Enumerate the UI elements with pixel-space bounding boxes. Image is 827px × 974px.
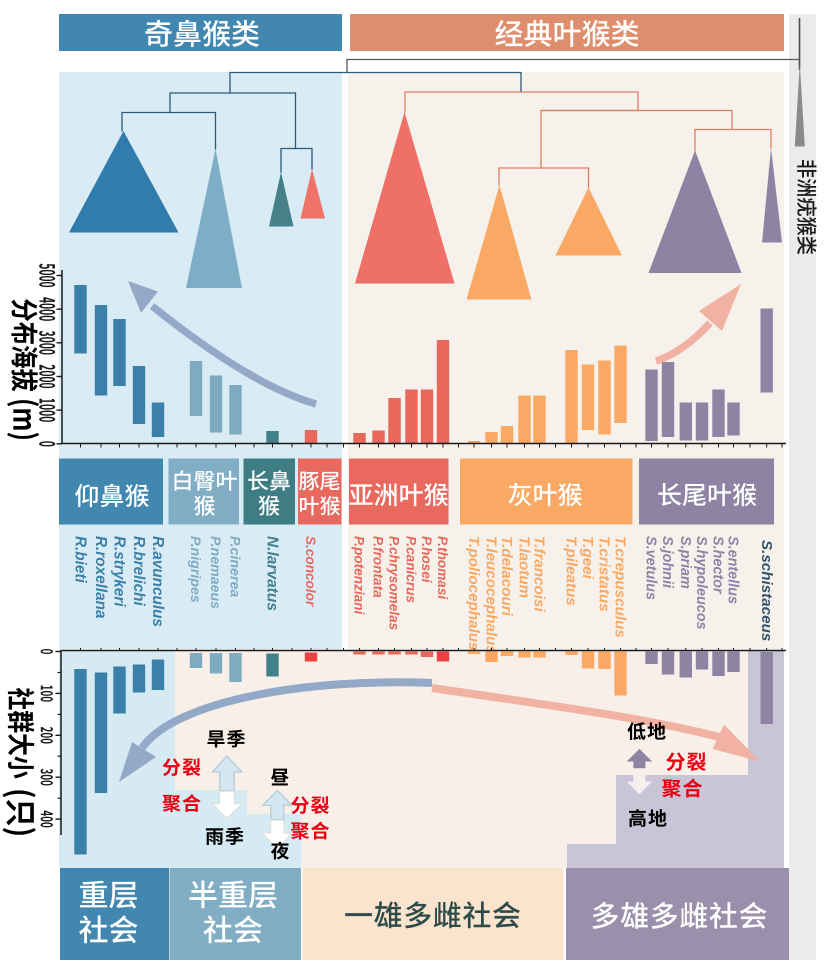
svg-text:P.chrysomelas: P.chrysomelas [387, 536, 402, 631]
svg-text:S.concolor: S.concolor [303, 536, 318, 607]
svg-text:P.hosei: P.hosei [419, 536, 434, 584]
svg-text:T.pileatus: T.pileatus [563, 536, 580, 606]
svg-text:N.larvatus: N.larvatus [264, 536, 281, 611]
svg-text:P.potenziani: P.potenziani [352, 536, 367, 616]
svg-text:P.canicrus: P.canicrus [404, 536, 419, 603]
svg-text:S.schistaceus: S.schistaceus [758, 540, 775, 641]
svg-text:T.leucocephalus: T.leucocephalus [483, 536, 500, 654]
svg-text:T.poliocephalus: T.poliocephalus [465, 536, 482, 650]
svg-text:S.hector: S.hector [710, 536, 726, 595]
svg-text:T.crepusculus: T.crepusculus [612, 536, 629, 638]
svg-text:P.frontata: P.frontata [371, 536, 386, 598]
svg-text:R.bieti: R.bieti [72, 536, 89, 583]
svg-text:T.laotum: T.laotum [516, 536, 533, 598]
svg-text:P.thomasi: P.thomasi [435, 536, 450, 600]
svg-text:T.geei: T.geei [579, 536, 596, 580]
svg-text:S.vetulus: S.vetulus [643, 536, 659, 600]
svg-text:S.johnii: S.johnii [659, 536, 675, 589]
svg-text:S.hypoleucos: S.hypoleucos [693, 536, 709, 630]
svg-text:T.francoisi: T.francoisi [531, 536, 548, 612]
svg-text:P.nigripes: P.nigripes [187, 536, 203, 603]
svg-text:S.priam: S.priam [677, 536, 693, 589]
svg-text:R.brelichi: R.brelichi [130, 536, 147, 606]
svg-text:P.nemaeus: P.nemaeus [207, 536, 223, 609]
svg-text:T.delacouri: T.delacouri [498, 536, 515, 617]
svg-text:R.avunculus: R.avunculus [149, 536, 166, 627]
svg-text:T.cristatus: T.cristatus [596, 536, 613, 612]
svg-text:R.roxellana: R.roxellana [92, 536, 109, 619]
svg-text:S.entellus: S.entellus [725, 536, 741, 604]
svg-text:R.strykeri: R.strykeri [111, 536, 128, 607]
svg-text:P.cinerea: P.cinerea [227, 536, 243, 597]
